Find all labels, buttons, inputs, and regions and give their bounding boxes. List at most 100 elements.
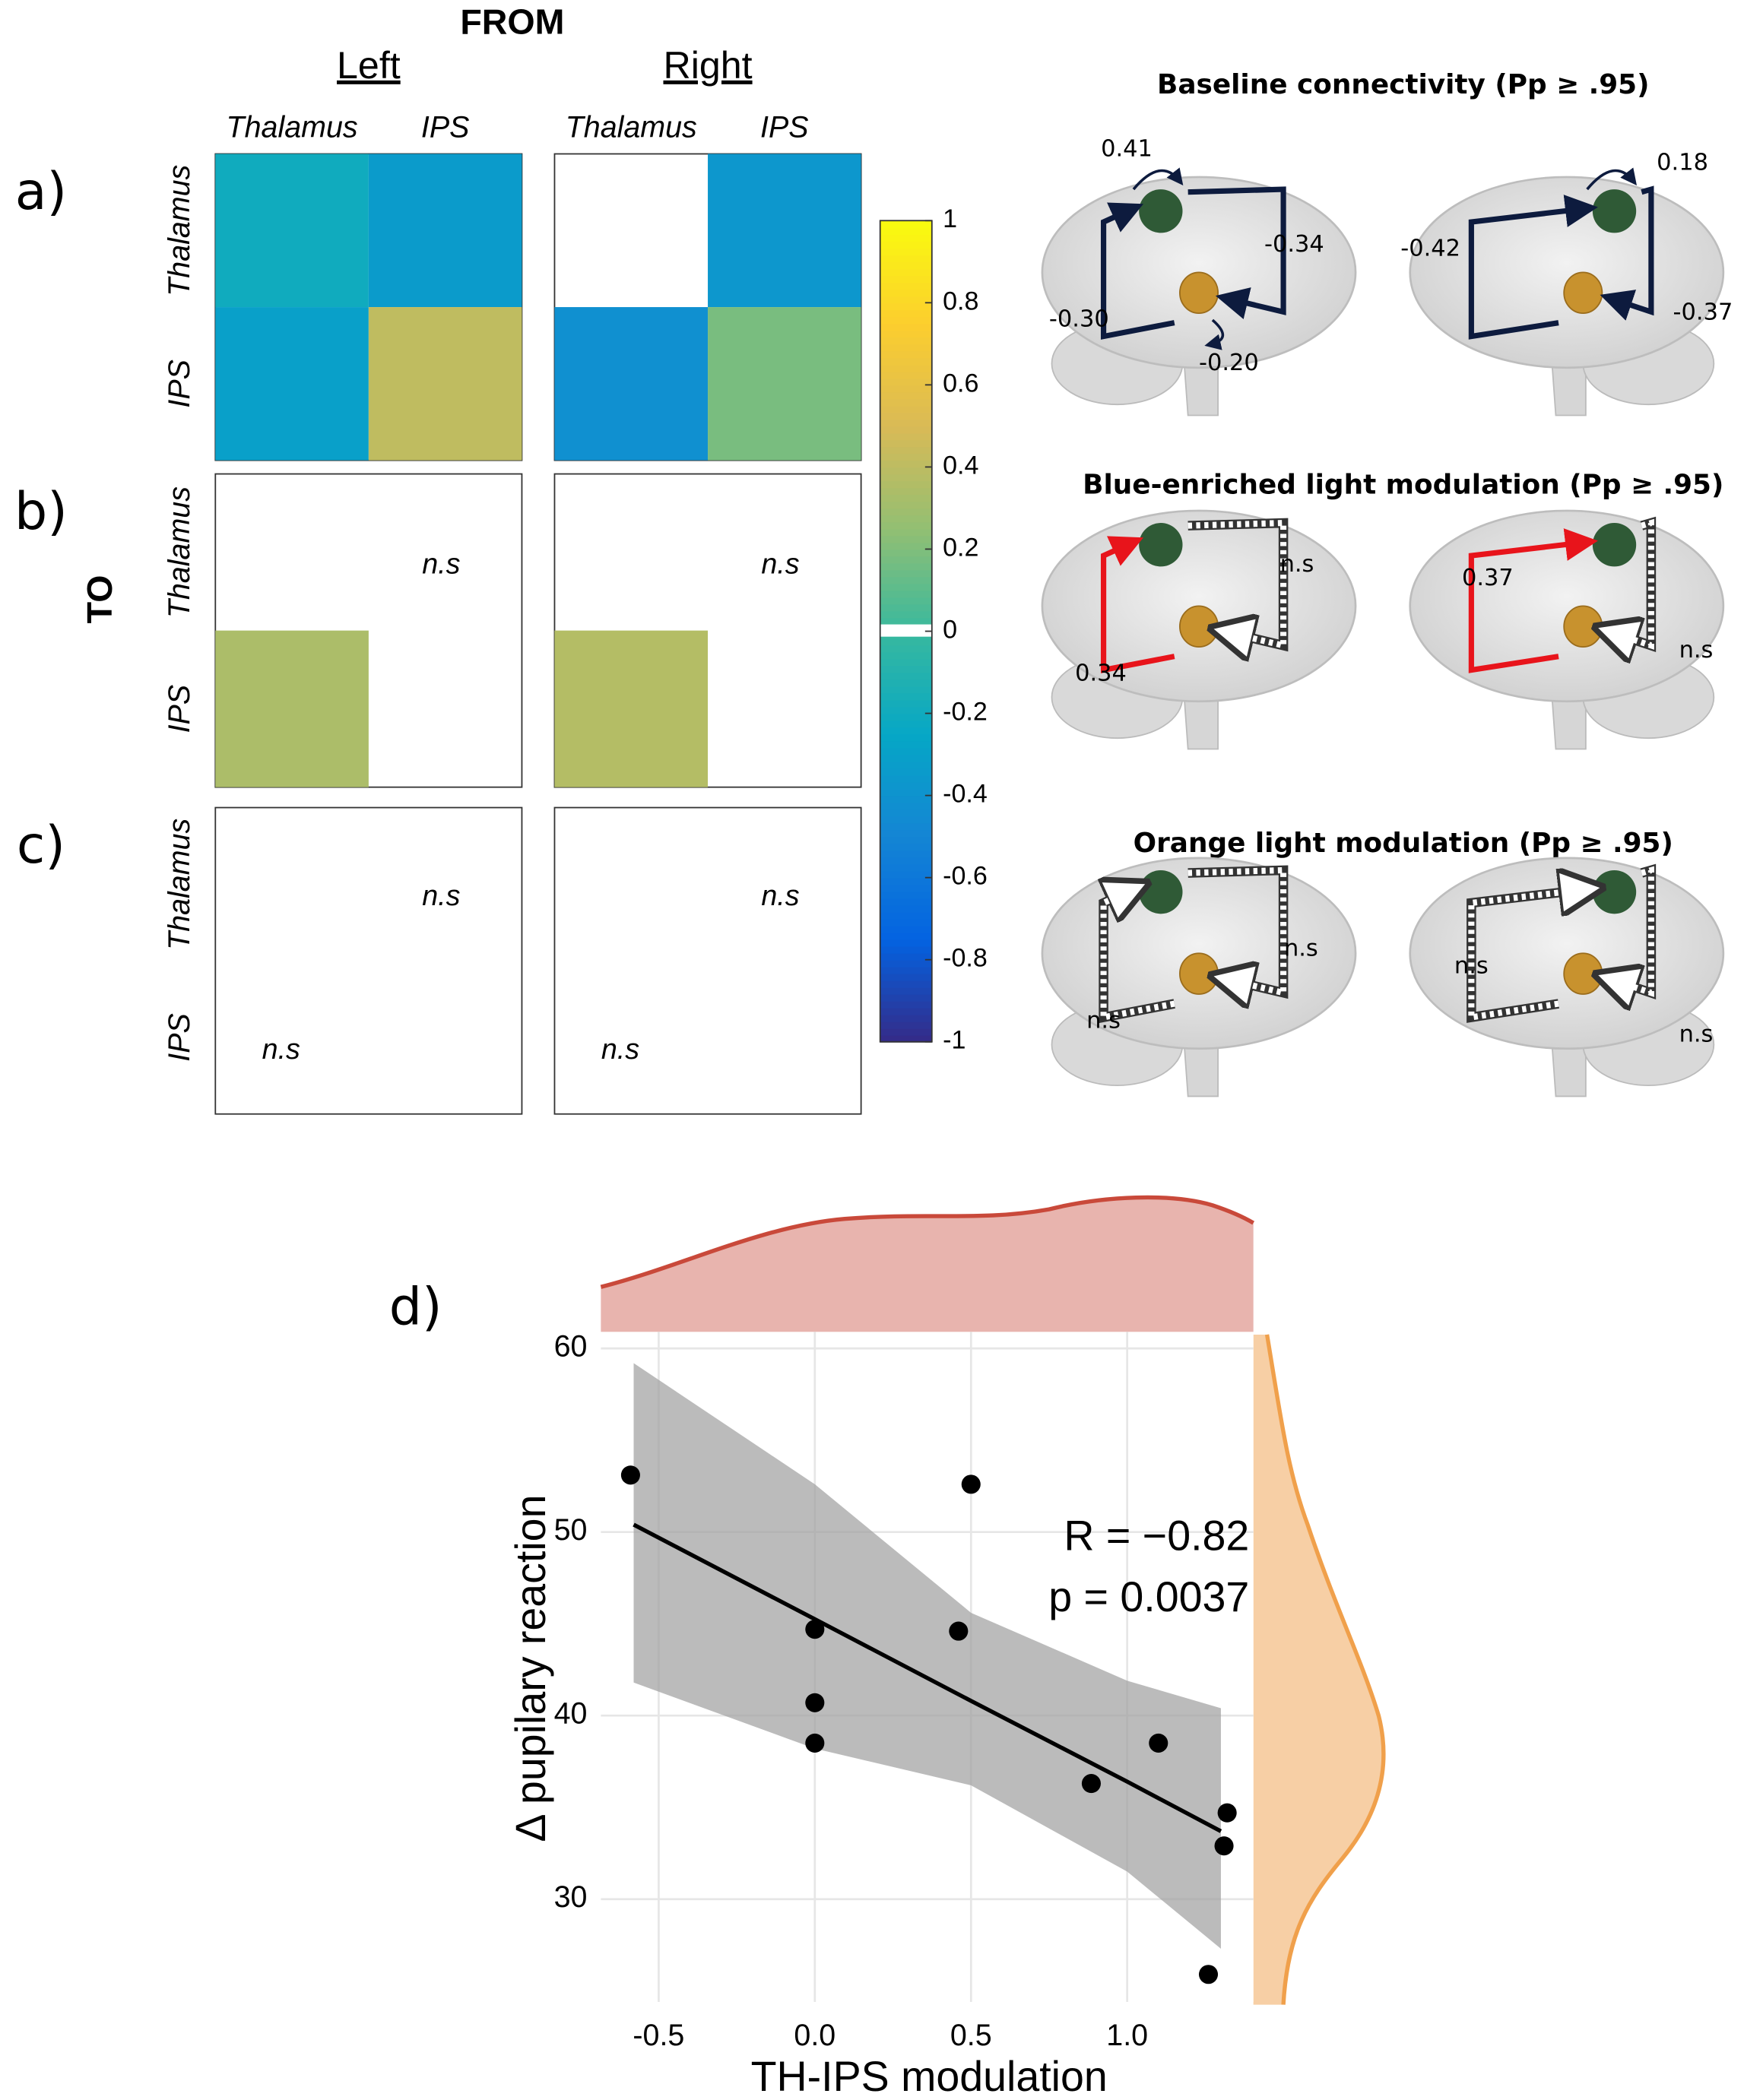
arrow-hatch xyxy=(1187,866,1287,997)
colorbar-segment xyxy=(880,898,932,906)
colorbar-segment xyxy=(880,952,932,961)
panel-label: b) xyxy=(14,482,68,542)
arrow xyxy=(1600,185,1654,321)
ns-label: n.s xyxy=(761,547,799,579)
x-density-outline xyxy=(600,1195,1255,1289)
colorbar-segment xyxy=(880,980,932,988)
connection-label: n.s xyxy=(1679,1021,1714,1047)
thalamus-region xyxy=(1563,952,1603,995)
point xyxy=(961,1474,981,1494)
heatmap-cell xyxy=(215,154,369,308)
ips-region xyxy=(1592,189,1637,233)
colorbar-segment xyxy=(880,706,932,714)
colorbar-segment xyxy=(880,761,932,769)
y-tick-label: 40 xyxy=(554,1697,588,1731)
colorbar-segment xyxy=(880,364,932,372)
colorbar-segment xyxy=(880,535,932,543)
point xyxy=(949,1621,969,1641)
brain xyxy=(1409,857,1725,1098)
ns-label: n.s xyxy=(422,879,460,911)
ips-region xyxy=(1139,523,1183,567)
fit-line xyxy=(633,1522,1222,1833)
colorbar-segment xyxy=(880,809,932,817)
x-category: Thalamus xyxy=(566,111,697,144)
arrow xyxy=(1468,528,1598,673)
colorbar-segment xyxy=(880,781,932,790)
y-category: Thalamus xyxy=(163,486,196,618)
colorbar-segment xyxy=(880,248,932,256)
colorbar-segment xyxy=(880,467,932,475)
colorbar-segment xyxy=(880,501,932,509)
y-category: Thalamus xyxy=(163,165,196,296)
diagram-title: Orange light modulation (Pp ≥ .95) xyxy=(1134,828,1673,859)
colorbar-segment xyxy=(880,945,932,954)
point xyxy=(805,1733,825,1753)
heatmap-cell xyxy=(368,154,522,308)
colorbar-segment xyxy=(880,658,932,667)
thalamus-region xyxy=(1179,271,1219,315)
point xyxy=(1081,1774,1101,1794)
colorbar-segment xyxy=(880,350,932,359)
connection-label: n.s xyxy=(1284,935,1318,961)
colorbar-segment xyxy=(880,939,932,947)
colorbar-segment xyxy=(880,1000,932,1009)
arrow-hatch xyxy=(1468,886,1588,1021)
heatmap-cell xyxy=(708,307,861,461)
group-label: Left xyxy=(337,44,401,87)
brain xyxy=(1041,509,1357,750)
colorbar-segment xyxy=(880,665,932,673)
heatmap-cell xyxy=(215,307,369,461)
colorbar-tick-label: -0.4 xyxy=(943,780,988,809)
colorbar-segment xyxy=(880,597,932,605)
heatmap-frame xyxy=(553,806,862,1115)
colorbar-segment xyxy=(880,371,932,379)
connection-label: 0.37 xyxy=(1462,565,1514,591)
colorbar-segment xyxy=(880,816,932,824)
thalamus-region xyxy=(1179,952,1219,995)
connection-label: -0.30 xyxy=(1049,306,1109,333)
ips-region xyxy=(1592,869,1637,914)
colorbar-segment xyxy=(880,1034,932,1043)
colorbar-segment xyxy=(880,774,932,783)
ns-label: n.s xyxy=(761,879,799,911)
colorbar-tick-label: -0.2 xyxy=(943,698,988,727)
colorbar-segment xyxy=(880,528,932,537)
colorbar-segment xyxy=(880,474,932,482)
heatmap-cell xyxy=(215,630,369,787)
colorbar-segment xyxy=(880,651,932,660)
ns-label: n.s xyxy=(422,547,460,579)
colorbar-tick-label: 0 xyxy=(943,615,957,644)
y-category: IPS xyxy=(163,1013,196,1062)
y-tick-label: 50 xyxy=(554,1513,588,1547)
arrow xyxy=(1100,536,1175,673)
colorbar-segment xyxy=(880,645,932,653)
colorbar-segment xyxy=(880,378,932,386)
x-tick-label: -0.5 xyxy=(633,2019,684,2052)
colorbar-tick-label: 1 xyxy=(943,204,957,233)
heatmap-cell xyxy=(368,307,522,461)
y-tick-label: 30 xyxy=(554,1880,588,1914)
colorbar-segment xyxy=(880,337,932,345)
x-tick-label: 0.5 xyxy=(950,2019,992,2052)
colorbar-segment xyxy=(880,686,932,694)
colorbar-segment xyxy=(880,1028,932,1036)
colorbar-segment xyxy=(880,617,932,626)
colorbar-segment xyxy=(880,870,932,879)
y-category: IPS xyxy=(163,360,196,408)
cerebrum xyxy=(1409,509,1725,703)
colorbar-segment xyxy=(880,884,932,892)
colorbar-segment xyxy=(880,275,932,283)
colorbar-segment xyxy=(880,549,932,557)
colorbar-segment xyxy=(880,932,932,940)
arrow-hatch xyxy=(1100,886,1175,1021)
thalamus-region xyxy=(1563,605,1603,648)
colorbar-segment xyxy=(880,987,932,995)
colorbar-segment xyxy=(880,316,932,325)
colorbar-segment xyxy=(880,1014,932,1022)
y-tick-label: 60 xyxy=(554,1330,588,1364)
colorbar-tick-label: -1 xyxy=(943,1026,966,1055)
heatmap-cell xyxy=(708,154,861,308)
colorbar-tick-label: 0.4 xyxy=(943,451,978,480)
y-title: Δ pupilary reaction xyxy=(507,1495,554,1842)
